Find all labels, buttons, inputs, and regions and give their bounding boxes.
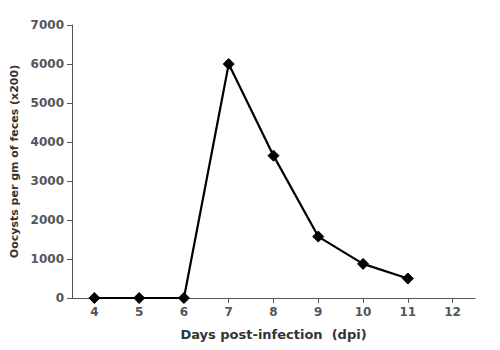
svg-text:5000: 5000 — [31, 96, 64, 110]
svg-text:4: 4 — [90, 305, 98, 319]
svg-text:Oocysts per gm of feces (x200): Oocysts per gm of feces (x200) — [8, 65, 21, 258]
svg-text:1000: 1000 — [31, 252, 64, 266]
svg-text:8: 8 — [269, 305, 277, 319]
svg-text:12: 12 — [444, 305, 461, 319]
svg-text:10: 10 — [355, 305, 372, 319]
svg-text:4000: 4000 — [31, 135, 64, 149]
svg-text:7: 7 — [225, 305, 233, 319]
svg-text:Days post-infection (dpi): Days post-infection (dpi) — [180, 327, 366, 342]
svg-text:6: 6 — [180, 305, 188, 319]
svg-text:2000: 2000 — [31, 213, 64, 227]
svg-text:0: 0 — [56, 291, 64, 305]
svg-text:9: 9 — [314, 305, 322, 319]
svg-text:6000: 6000 — [31, 57, 64, 71]
svg-text:5: 5 — [135, 305, 143, 319]
svg-text:7000: 7000 — [31, 18, 64, 32]
svg-text:3000: 3000 — [31, 174, 64, 188]
svg-text:11: 11 — [399, 305, 416, 319]
